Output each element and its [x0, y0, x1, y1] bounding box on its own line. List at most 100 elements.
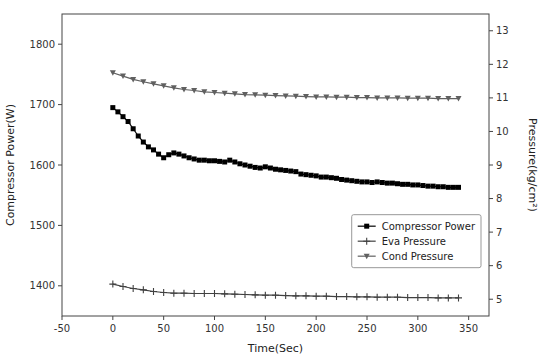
- point-marker: [455, 294, 462, 301]
- point-marker: [181, 290, 188, 297]
- point-marker: [334, 95, 340, 101]
- point-marker: [110, 105, 115, 110]
- x-tick-label: 50: [157, 323, 170, 334]
- x-tick-label: 200: [307, 323, 326, 334]
- point-marker: [253, 165, 258, 170]
- x-tick: [163, 316, 164, 320]
- point-marker: [273, 93, 279, 99]
- point-marker: [435, 294, 442, 301]
- point-marker: [160, 289, 167, 296]
- point-marker: [207, 158, 212, 163]
- point-marker: [211, 290, 218, 297]
- point-marker: [380, 180, 385, 185]
- x-tick-label: -50: [54, 323, 70, 334]
- point-marker: [292, 292, 299, 299]
- point-marker: [151, 81, 157, 87]
- legend-label: Eva Pressure: [382, 236, 446, 247]
- point-marker: [405, 96, 411, 102]
- point-marker: [222, 91, 228, 97]
- x-tick-label: 0: [110, 323, 116, 334]
- point-marker: [217, 159, 222, 164]
- y-tick-label: 1400: [30, 280, 55, 291]
- point-marker: [334, 176, 339, 181]
- point-marker: [456, 96, 462, 102]
- x-tick: [316, 316, 317, 320]
- point-marker: [120, 74, 126, 80]
- point-marker: [242, 92, 248, 98]
- point-marker: [202, 158, 207, 163]
- point-marker: [364, 95, 370, 101]
- y2-tick-label: 9: [496, 160, 502, 171]
- point-marker: [420, 183, 425, 188]
- point-marker: [425, 294, 432, 301]
- point-marker: [445, 294, 452, 301]
- point-marker: [354, 95, 360, 101]
- point-marker: [323, 94, 329, 100]
- y-tick: [58, 44, 62, 45]
- y2-tick: [489, 165, 493, 166]
- y2-tick-label: 10: [496, 126, 509, 137]
- point-marker: [136, 134, 141, 139]
- series: [110, 105, 461, 190]
- point-marker: [431, 184, 436, 189]
- point-marker: [313, 94, 319, 100]
- point-marker: [187, 155, 192, 160]
- point-marker: [415, 96, 421, 102]
- point-marker: [405, 182, 410, 187]
- y2-tick-label: 6: [496, 260, 502, 271]
- point-marker: [395, 181, 400, 186]
- point-marker: [140, 79, 146, 85]
- y-tick: [58, 104, 62, 105]
- x-axis-label: Time(Sec): [247, 342, 303, 355]
- point-marker: [130, 77, 136, 83]
- point-marker: [109, 281, 116, 288]
- point-marker: [121, 114, 126, 119]
- y2-tick-label: 5: [496, 294, 502, 305]
- x-tick: [214, 316, 215, 320]
- point-marker: [273, 167, 278, 172]
- point-marker: [374, 294, 381, 301]
- point-marker: [231, 291, 238, 298]
- x-tick: [367, 316, 368, 320]
- point-marker: [120, 283, 127, 290]
- series-line: [113, 108, 459, 188]
- point-marker: [278, 167, 283, 172]
- point-marker: [370, 180, 375, 185]
- point-marker: [400, 182, 405, 187]
- point-marker: [344, 95, 350, 101]
- legend-label: Cond Pressure: [382, 251, 454, 262]
- point-marker: [384, 95, 390, 101]
- point-marker: [262, 93, 268, 99]
- point-marker: [354, 179, 359, 184]
- point-marker: [181, 87, 187, 93]
- point-marker: [126, 119, 131, 124]
- point-marker: [170, 290, 177, 297]
- series: [110, 70, 462, 101]
- point-marker: [375, 179, 380, 184]
- point-marker: [283, 168, 288, 173]
- point-marker: [314, 173, 319, 178]
- point-marker: [237, 161, 242, 166]
- point-marker: [201, 89, 207, 95]
- point-marker: [293, 169, 298, 174]
- legend-marker: [364, 224, 369, 229]
- point-marker: [212, 90, 218, 96]
- y2-tick: [489, 265, 493, 266]
- point-marker: [242, 291, 249, 298]
- point-marker: [394, 294, 401, 301]
- point-marker: [197, 158, 202, 163]
- point-marker: [171, 85, 177, 91]
- y2-tick-label: 12: [496, 59, 509, 70]
- y2-tick: [489, 299, 493, 300]
- y-axis-label: Compressor Power(W): [4, 104, 17, 226]
- x-tick: [417, 316, 418, 320]
- point-marker: [130, 285, 137, 292]
- point-marker: [456, 185, 461, 190]
- series: [109, 281, 462, 302]
- point-marker: [272, 292, 279, 299]
- point-marker: [349, 178, 354, 183]
- point-marker: [390, 181, 395, 186]
- point-marker: [436, 184, 441, 189]
- point-marker: [182, 153, 187, 158]
- point-marker: [441, 184, 446, 189]
